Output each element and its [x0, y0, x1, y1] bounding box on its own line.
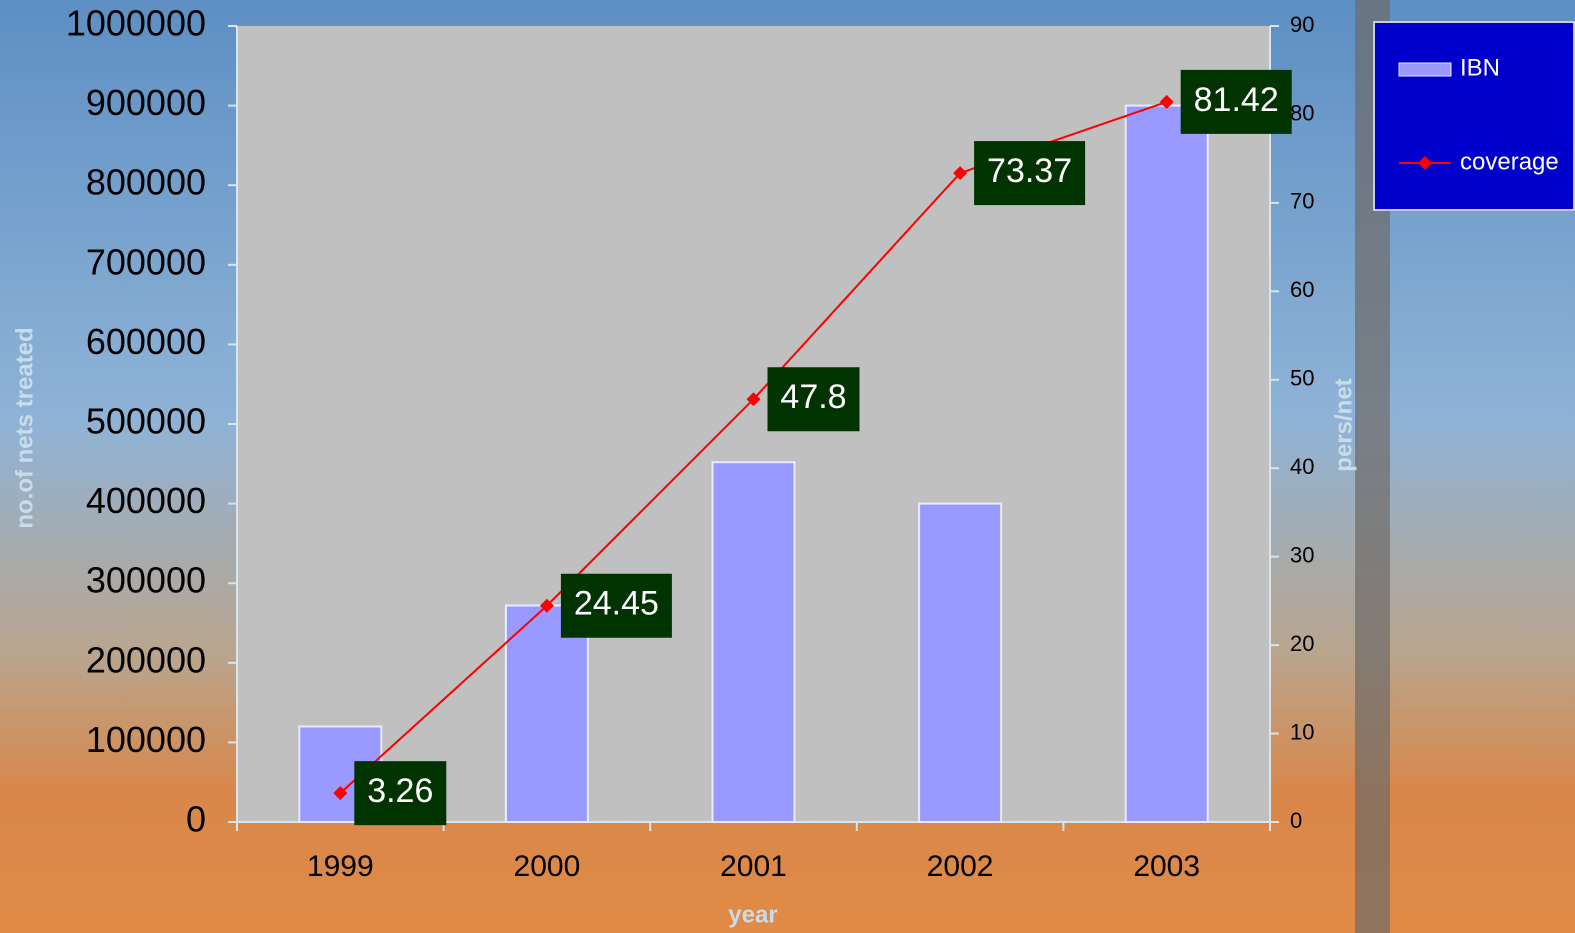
data-label-box	[767, 367, 860, 432]
y2-tick-label: 40	[1290, 454, 1314, 479]
line-marker	[1159, 94, 1174, 109]
data-label-box	[560, 573, 672, 638]
y-tick-label: 400000	[86, 480, 206, 521]
y2-tick-label: 90	[1290, 12, 1314, 37]
y-tick-label: 800000	[86, 162, 206, 203]
y-tick-label: 500000	[86, 401, 206, 442]
y-tick-label: 700000	[86, 241, 206, 282]
data-label: 3.26	[367, 772, 433, 810]
x-tick-label: 1999	[307, 850, 374, 883]
y2-tick-label: 20	[1290, 631, 1314, 656]
data-label-box	[974, 141, 1086, 206]
legend-label: IBN	[1460, 54, 1500, 81]
legend-swatch	[1398, 62, 1452, 77]
data-label: 73.37	[987, 152, 1072, 190]
y2-tick-label: 80	[1290, 100, 1314, 125]
x-tick-label: 2000	[514, 850, 581, 883]
y-tick-label: 1000000	[66, 3, 206, 44]
x-tick-label: 2002	[927, 850, 994, 883]
legend-label: coverage	[1460, 148, 1559, 175]
y-tick-label: 200000	[86, 639, 206, 680]
y2-tick-label: 0	[1290, 808, 1302, 833]
y2-tick-label: 50	[1290, 366, 1314, 391]
y2-tick-label: 60	[1290, 277, 1314, 302]
y-tick-label: 100000	[86, 719, 206, 760]
y2-tick-label: 10	[1290, 719, 1314, 744]
bar	[504, 604, 589, 823]
y-axis-title: no.of nets treated	[11, 327, 38, 528]
legend-marker	[1418, 156, 1432, 170]
y2-axis-title: pers/net	[1330, 378, 1357, 471]
legend	[1373, 21, 1575, 211]
data-label-box	[354, 761, 447, 826]
y2-tick-label: 30	[1290, 542, 1314, 567]
y-tick-label: 600000	[86, 321, 206, 362]
line-marker	[333, 786, 348, 801]
x-tick-label: 2003	[1133, 850, 1200, 883]
line-marker	[953, 166, 968, 181]
data-label: 47.8	[780, 378, 846, 416]
bar	[711, 461, 796, 823]
y2-tick-label: 70	[1290, 189, 1314, 214]
x-axis-title: year	[728, 901, 777, 928]
data-label: 81.42	[1194, 81, 1279, 119]
bar	[1124, 104, 1209, 824]
y-tick-label: 0	[186, 799, 206, 840]
y-tick-label: 300000	[86, 560, 206, 601]
y-tick-label: 900000	[86, 82, 206, 123]
line-marker	[539, 598, 554, 613]
line-marker	[746, 392, 761, 407]
x-tick-label: 2001	[720, 850, 787, 883]
bar	[918, 502, 1003, 823]
data-label: 24.45	[574, 585, 659, 623]
data-label-box	[1180, 69, 1292, 134]
